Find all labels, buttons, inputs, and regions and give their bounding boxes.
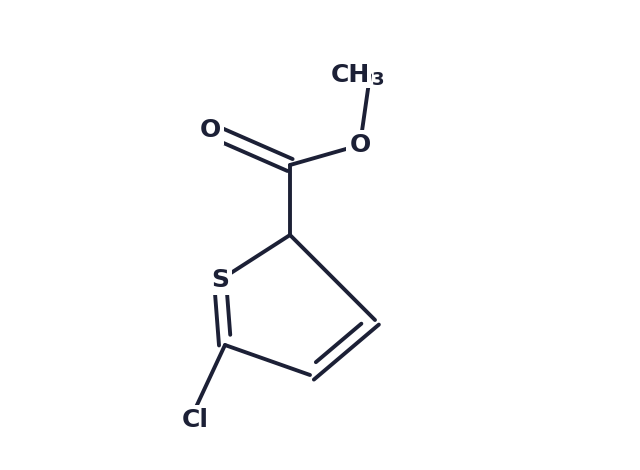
Text: 3: 3 <box>372 71 385 89</box>
Text: S: S <box>211 268 229 292</box>
Text: Cl: Cl <box>182 408 209 432</box>
Text: O: O <box>349 133 371 157</box>
Text: O: O <box>200 118 221 142</box>
Text: CH: CH <box>331 63 370 87</box>
